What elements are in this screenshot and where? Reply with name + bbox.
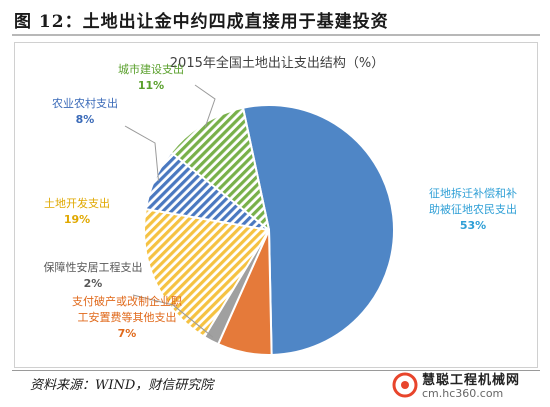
top-rule: [12, 34, 540, 36]
leader-lines: [124, 84, 216, 338]
slice-label: 土地开发支出 19%: [44, 196, 110, 226]
slice-label: 征地拆迁补偿和补助被征地农民支出 53%: [429, 186, 517, 232]
pie-slice: [143, 208, 270, 338]
slice-label: 支付破产或改制企业职工安置费等其他支出 7%: [72, 294, 182, 340]
brand-logo-icon: [392, 372, 418, 398]
leader-line: [132, 294, 214, 338]
leader-line: [124, 125, 159, 181]
slice-label: 城市建设支出 11%: [118, 62, 184, 92]
data-labels: 征地拆迁补偿和补助被征地农民支出 53% 支付破产或改制企业职工安置费等其他支出 7%…: [44, 62, 518, 340]
chart-frame: 2015年全国土地出让支出结构（%） 征地拆迁补偿和补助被征地农民支出 53% 支付…: [14, 42, 538, 368]
pie-slice: [242, 104, 396, 356]
brand-url: cm.hc360.com: [422, 387, 504, 400]
slice-label: 农业农村支出 8%: [52, 96, 118, 126]
chart-title: 2015年全国土地出让支出结构（%）: [170, 55, 384, 71]
brand-watermark: 慧聪工程机械网 cm.hc360.com: [392, 368, 544, 404]
leader-line: [194, 84, 216, 128]
pie-slice: [170, 106, 270, 231]
source-note: 资料来源：WIND，财信研究院: [30, 378, 214, 393]
slices-layer: [143, 104, 396, 356]
bottom-rule: [12, 370, 540, 371]
pie-chart: 2015年全国土地出让支出结构（%） 征地拆迁补偿和补助被征地农民支出 53% 支付…: [44, 55, 518, 356]
slice-label: 保障性安居工程支出 2%: [44, 260, 143, 290]
brand-name: 慧聪工程机械网: [422, 373, 521, 388]
figure-title: 图 12：土地出让金中约四成直接用于基建投资: [14, 12, 389, 32]
